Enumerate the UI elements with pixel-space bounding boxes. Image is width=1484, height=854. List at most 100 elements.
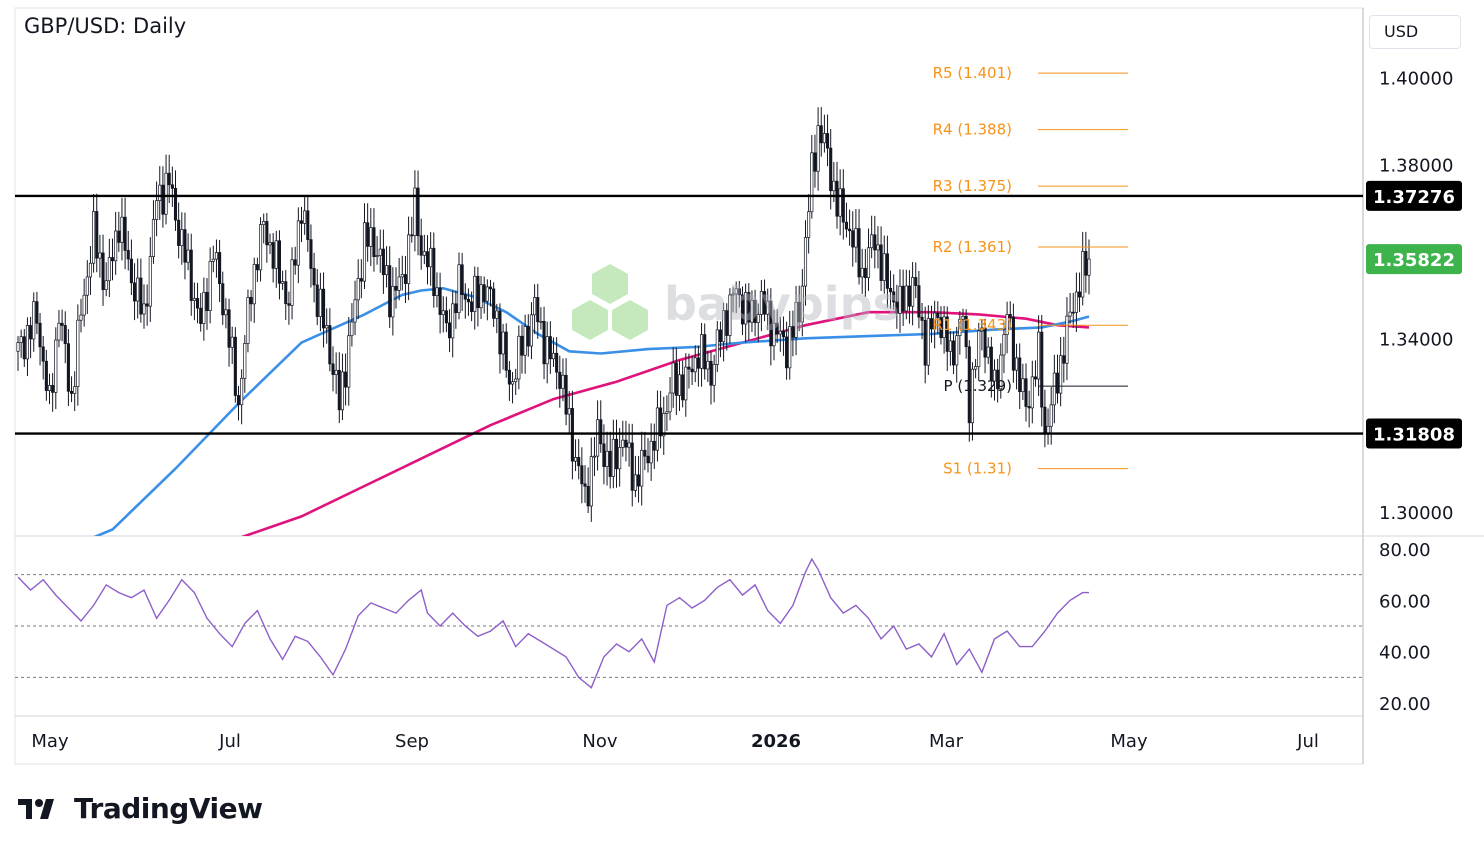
time-tick-label: 2026	[751, 731, 801, 752]
candle-body	[117, 230, 121, 243]
candle-body	[681, 374, 685, 401]
candle-body	[583, 483, 587, 487]
candle-body	[265, 221, 269, 246]
candle-body	[372, 227, 376, 257]
candle-body	[325, 325, 329, 329]
candle-body	[501, 331, 505, 355]
last-price-tag: 1.35822	[1373, 250, 1455, 271]
candle-body	[652, 440, 656, 451]
candle-body	[1071, 311, 1075, 314]
candle-body	[299, 220, 304, 224]
candle-body	[362, 222, 367, 282]
candle-body	[643, 449, 647, 457]
candle-body	[293, 259, 297, 266]
time-tick-label: Jul	[218, 731, 241, 752]
candle-body	[999, 354, 1003, 390]
candle-body	[60, 322, 64, 326]
candle-body	[756, 314, 760, 323]
candle-body	[586, 485, 590, 507]
candle-body	[523, 326, 527, 356]
candle-body	[476, 275, 480, 309]
time-axis[interactable]: May Jul Sep Nov 2026 Mar May Jul	[31, 731, 1318, 752]
candle-body	[750, 299, 754, 323]
candle-body	[451, 303, 455, 339]
candle-body	[488, 286, 493, 290]
support-resistance-levels	[15, 194, 1363, 435]
candle-body	[246, 297, 250, 344]
candle-body	[580, 465, 584, 485]
candle-body	[1049, 404, 1053, 427]
candle-body	[1052, 372, 1056, 406]
currency-button[interactable]: USD	[1369, 15, 1461, 49]
tradingview-icon	[18, 798, 54, 819]
candle-body	[400, 274, 404, 278]
candle-body	[492, 288, 496, 319]
pivot-label-r3: R3 (1.375)	[933, 177, 1012, 195]
candle-body	[589, 456, 593, 507]
candle-body	[567, 408, 571, 415]
candle-body	[1055, 372, 1060, 394]
candle-body	[706, 360, 710, 370]
candle-body	[303, 210, 307, 224]
candle-body	[844, 221, 849, 230]
candle-body	[1087, 258, 1091, 276]
rsi-tick-label: 40.00	[1379, 643, 1431, 664]
pivot-label-p: P (1.329)	[944, 377, 1012, 395]
candle-body	[734, 288, 738, 295]
pivot-label-r5: R5 (1.401)	[933, 64, 1012, 82]
candle-body	[199, 307, 203, 324]
candle-body	[1074, 291, 1078, 313]
candle-body	[832, 180, 836, 192]
candle-body	[810, 152, 814, 213]
level-tag-2: 1.31808	[1373, 425, 1455, 446]
price-axis[interactable]: 1.300001.320001.340001.360001.380001.400…	[1366, 69, 1462, 525]
candle-body	[63, 325, 67, 345]
level-tag-2-bg	[1366, 418, 1462, 449]
candle-body	[989, 346, 993, 382]
candle-body	[107, 257, 111, 282]
tradingview-logo[interactable]: TradingView	[18, 792, 263, 825]
candle-body	[942, 316, 946, 339]
candle-body	[51, 385, 55, 393]
candle-body	[337, 369, 341, 411]
candle-body	[196, 298, 200, 309]
candle-body	[788, 326, 792, 369]
candle-body	[737, 288, 741, 296]
candle-body	[762, 291, 767, 315]
candle-body	[879, 244, 883, 281]
candle-body	[901, 285, 905, 312]
time-tick-label: May	[1110, 731, 1148, 752]
candle-body	[907, 285, 912, 307]
candle-body	[819, 125, 823, 144]
candle-body	[1030, 376, 1034, 409]
price-tick-label: 1.40000	[1379, 69, 1453, 90]
candle-body	[460, 264, 464, 295]
candle-body	[344, 371, 348, 388]
candle-body	[350, 321, 354, 337]
candle-body	[835, 180, 839, 217]
candle-body	[1008, 314, 1012, 318]
candle-body	[498, 310, 502, 355]
candle-body	[221, 283, 225, 316]
candle-body	[252, 264, 256, 305]
candle-body	[95, 211, 99, 259]
candle-body	[517, 335, 521, 380]
candle-body	[432, 247, 436, 297]
candle-body	[403, 274, 408, 284]
candle-body	[526, 326, 530, 347]
pivot-label-r4: R4 (1.388)	[933, 121, 1012, 139]
candle-body	[728, 294, 732, 336]
candle-body	[1014, 357, 1019, 371]
candle-body	[712, 364, 716, 386]
candle-body	[41, 346, 45, 362]
candle-body	[766, 300, 770, 315]
candle-body	[356, 278, 360, 301]
candle-body	[898, 285, 902, 314]
candle-body	[618, 447, 622, 470]
candle-body	[955, 335, 959, 366]
candle-body	[466, 298, 471, 303]
candle-body	[803, 237, 808, 287]
candle-body	[101, 252, 105, 291]
candle-body	[611, 438, 615, 477]
